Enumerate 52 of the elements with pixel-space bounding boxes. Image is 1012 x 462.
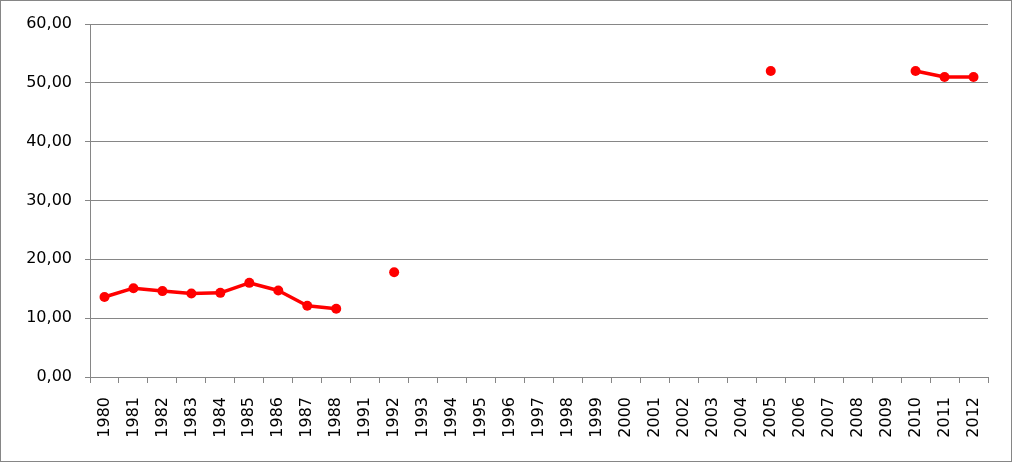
x-tick-label: 1985 (238, 397, 258, 438)
y-tick-label: 40,00 (26, 130, 72, 150)
x-tick-label: 2009 (875, 397, 895, 438)
x-tick-label: 1997 (528, 397, 548, 438)
x-tick-label: 2001 (644, 397, 664, 438)
x-tick-label: 2008 (846, 397, 866, 438)
x-tick-label: 2005 (759, 397, 779, 438)
point (244, 277, 255, 288)
x-tick-label: 1982 (151, 397, 171, 438)
point (157, 286, 168, 297)
point (939, 71, 950, 82)
x-tick-label: 1994 (441, 397, 461, 438)
x-tick-label: 1984 (209, 397, 229, 438)
x-tick-label: 2007 (817, 397, 837, 438)
point (128, 283, 139, 294)
x-tick-label: 2010 (904, 397, 924, 438)
y-tick-label: 60,00 (26, 13, 72, 33)
x-tick-label: 2006 (788, 397, 808, 438)
point (968, 71, 979, 82)
x-tick-label: 1980 (93, 397, 113, 438)
point (302, 300, 313, 311)
x-tick-label: 2000 (615, 397, 635, 438)
x-tick-label: 1986 (267, 397, 287, 438)
point (99, 291, 110, 302)
point (215, 287, 226, 298)
point (186, 288, 197, 299)
x-tick-label: 1983 (180, 397, 200, 438)
x-tick-label: 1991 (354, 397, 374, 438)
y-tick-label: 0,00 (36, 366, 72, 386)
x-tick-label: 1992 (383, 397, 403, 438)
x-tick-label: 2004 (730, 397, 750, 438)
point (389, 267, 400, 278)
x-tick-label: 1987 (296, 397, 316, 438)
x-tick-label: 2011 (933, 397, 953, 438)
point (910, 66, 921, 77)
point (273, 285, 284, 296)
y-tick-label: 10,00 (26, 307, 72, 327)
x-tick-label: 2003 (701, 397, 721, 438)
x-tick-label: 1993 (412, 397, 432, 438)
point (331, 303, 342, 314)
y-tick-label: 30,00 (26, 189, 72, 209)
x-tick-label: 1999 (586, 397, 606, 438)
y-tick-label: 20,00 (26, 248, 72, 268)
x-tick-label: 2002 (672, 397, 692, 438)
x-tick-label: 1996 (499, 397, 519, 438)
x-tick-label: 1981 (122, 397, 142, 438)
y-tick-label: 50,00 (26, 71, 72, 91)
x-tick-label: 1988 (325, 397, 345, 438)
x-tick-label: 2012 (962, 397, 982, 438)
point (765, 66, 776, 77)
x-tick-label: 1998 (557, 397, 577, 438)
x-tick-label: 1995 (470, 397, 490, 438)
